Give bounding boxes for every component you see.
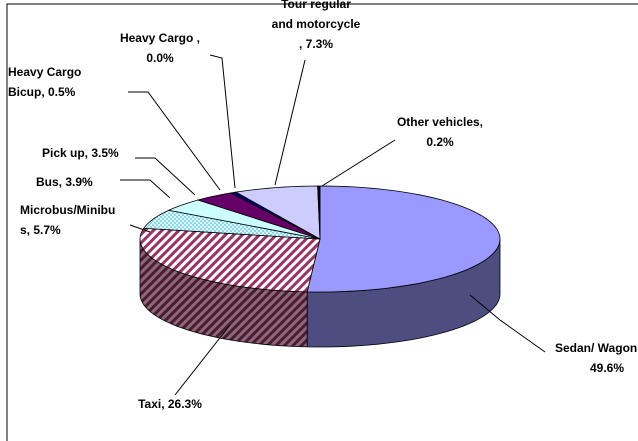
label-line: Bicup, 0.5% — [8, 85, 76, 99]
label-line: Heavy Cargo , — [120, 31, 200, 45]
label-line: 0.0% — [146, 51, 174, 65]
frame — [6, 3, 638, 441]
label-line: 0.2% — [426, 135, 454, 149]
label-line: , 7.3% — [299, 37, 333, 51]
slice — [234, 185, 321, 240]
label-line: Tour regular — [281, 0, 351, 11]
label-line: s, 5.7% — [20, 223, 61, 237]
slice — [167, 199, 321, 240]
data-label: Taxi, 26.3% — [138, 397, 202, 411]
label-line: Taxi, 26.3% — [138, 397, 202, 411]
slice — [317, 185, 321, 240]
slice — [139, 227, 321, 293]
data-label: Microbus/Minibu s, 5.7% — [20, 203, 115, 237]
data-label: Pick up, 3.5% — [42, 146, 119, 160]
slice — [196, 192, 321, 240]
data-label: Tour regular and motorcycle , 7.3% — [272, 0, 361, 51]
label-line: 49.6% — [590, 361, 624, 375]
label-line: Microbus/Minibu — [20, 203, 115, 217]
data-label: Bus, 3.9% — [36, 175, 93, 189]
data-label: Sedan/ Wagon 49.6% — [555, 341, 637, 375]
label-line: Bus, 3.9% — [36, 175, 93, 189]
label-line: Pick up, 3.5% — [42, 146, 119, 160]
label-line: and motorcycle — [272, 17, 361, 31]
data-label: Other vehicles, 0.2% — [397, 115, 483, 149]
data-label: Heavy Cargo , 0.0% — [120, 31, 200, 65]
leader-lines — [120, 54, 546, 396]
slice — [142, 209, 321, 240]
label-line: Sedan/ Wagon — [555, 341, 637, 355]
data-label: Heavy Cargo Bicup, 0.5% — [8, 65, 81, 99]
label-line: Other vehicles, — [397, 115, 483, 129]
label-line: Heavy Cargo — [8, 65, 81, 79]
slice — [306, 185, 501, 293]
